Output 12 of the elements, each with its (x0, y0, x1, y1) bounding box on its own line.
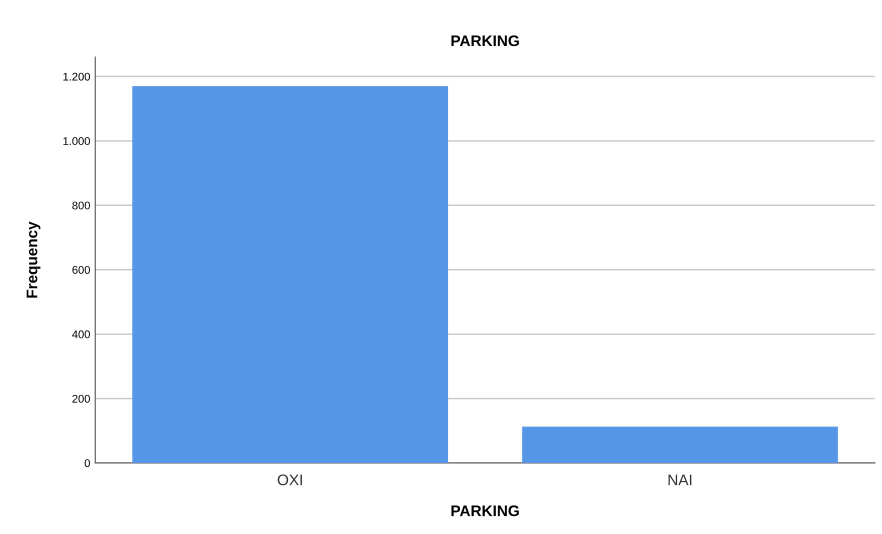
y-tick-label: 0 (84, 459, 90, 468)
y-axis-title: Frequency (26, 222, 40, 298)
y-tick-label: 1.000 (63, 137, 90, 146)
y-tick-label: 800 (72, 202, 90, 210)
y-tick-label: 200 (72, 394, 90, 403)
x-tick-label: OXI (278, 474, 302, 486)
x-tick-label: NAI (668, 474, 692, 486)
x-axis-title: PARKING (451, 505, 519, 516)
y-tick-label: 400 (72, 330, 90, 338)
y-tick-label: 1.200 (63, 72, 90, 81)
chart-title: PARKING (451, 35, 519, 46)
y-tick-label: 600 (72, 266, 90, 274)
